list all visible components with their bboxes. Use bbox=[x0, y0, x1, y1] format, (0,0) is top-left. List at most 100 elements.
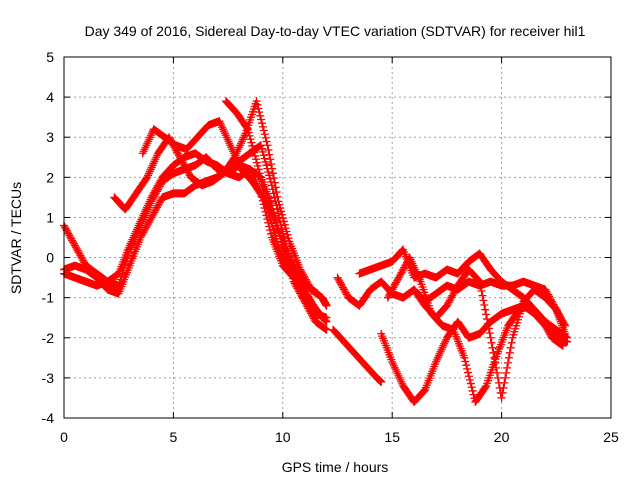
interp-point bbox=[266, 174, 275, 183]
interp-point bbox=[473, 275, 482, 284]
interp-point bbox=[441, 335, 450, 344]
series-track-6 bbox=[221, 97, 327, 322]
interp-point bbox=[268, 169, 277, 178]
interp-point bbox=[262, 201, 271, 210]
interp-point bbox=[127, 237, 136, 246]
interp-point bbox=[266, 155, 275, 164]
interp-point bbox=[466, 379, 475, 388]
interp-point bbox=[462, 361, 471, 370]
interp-point bbox=[260, 189, 269, 198]
interp-point bbox=[143, 201, 152, 210]
interp-point bbox=[506, 343, 515, 352]
interp-point bbox=[64, 229, 73, 238]
interp-point bbox=[386, 288, 395, 297]
interp-point bbox=[338, 283, 347, 292]
interp-point bbox=[230, 151, 239, 160]
interp-point bbox=[484, 324, 493, 333]
interp-point bbox=[76, 251, 85, 260]
interp-point bbox=[256, 111, 265, 120]
x-tick-label: 10 bbox=[275, 429, 291, 445]
interp-point bbox=[438, 343, 447, 352]
interp-point bbox=[419, 387, 428, 396]
interp-point bbox=[467, 383, 476, 392]
interp-point bbox=[480, 301, 489, 310]
interp-point bbox=[185, 169, 194, 178]
data-point bbox=[136, 233, 145, 242]
interp-point bbox=[558, 323, 567, 332]
interp-point bbox=[129, 233, 138, 242]
interp-point bbox=[544, 327, 553, 336]
interp-point bbox=[388, 285, 397, 294]
interp-point bbox=[223, 135, 232, 144]
interp-point bbox=[244, 128, 253, 137]
interp-point bbox=[248, 141, 257, 150]
data-point bbox=[263, 141, 272, 150]
interp-point bbox=[142, 141, 151, 150]
interp-point bbox=[278, 214, 287, 223]
interp-point bbox=[60, 223, 69, 232]
interp-point bbox=[282, 248, 291, 257]
interp-point bbox=[463, 364, 472, 373]
interp-point bbox=[262, 161, 271, 170]
interp-point bbox=[140, 226, 149, 235]
interp-point bbox=[145, 135, 154, 144]
interp-point bbox=[434, 351, 443, 360]
interp-point bbox=[263, 205, 272, 214]
interp-point bbox=[258, 122, 267, 131]
interp-point bbox=[389, 359, 398, 368]
interp-point bbox=[144, 137, 153, 146]
data-point bbox=[383, 293, 392, 302]
interp-point bbox=[245, 131, 254, 140]
interp-point bbox=[254, 104, 263, 113]
interp-point bbox=[237, 137, 246, 146]
interp-point bbox=[446, 295, 455, 304]
interp-point bbox=[144, 199, 153, 208]
interp-point bbox=[267, 159, 276, 168]
interp-point bbox=[385, 290, 394, 299]
interp-point bbox=[402, 260, 411, 269]
data-point bbox=[136, 217, 145, 226]
interp-point bbox=[270, 178, 279, 187]
interp-point bbox=[145, 216, 154, 225]
interp-point bbox=[148, 211, 157, 220]
interp-point bbox=[335, 276, 344, 285]
interp-point bbox=[152, 153, 161, 162]
interp-point bbox=[392, 276, 401, 285]
interp-point bbox=[409, 261, 418, 270]
interp-point bbox=[280, 220, 289, 229]
interp-point bbox=[321, 325, 330, 334]
interp-point bbox=[235, 161, 244, 170]
interp-point bbox=[554, 311, 563, 320]
interp-point bbox=[250, 148, 259, 157]
interp-point bbox=[278, 210, 287, 219]
interp-point bbox=[146, 133, 155, 142]
y-tick-label: 0 bbox=[46, 250, 54, 266]
interp-point bbox=[341, 288, 350, 297]
y-axis-label: SDTVAR / TECUs bbox=[8, 182, 24, 294]
y-tick-label: -1 bbox=[42, 290, 55, 306]
interp-point bbox=[397, 377, 406, 386]
interp-point bbox=[63, 228, 72, 237]
interp-point bbox=[141, 143, 150, 152]
interp-point bbox=[433, 353, 442, 362]
interp-point bbox=[502, 368, 511, 377]
interp-point bbox=[553, 309, 562, 318]
interp-point bbox=[183, 166, 192, 175]
interp-point bbox=[437, 345, 446, 354]
interp-point bbox=[71, 243, 80, 252]
interp-point bbox=[284, 234, 293, 243]
interp-point bbox=[235, 143, 244, 152]
interp-point bbox=[400, 263, 409, 272]
y-tick-label: -2 bbox=[42, 330, 55, 346]
interp-point bbox=[229, 149, 238, 158]
data-point bbox=[561, 329, 570, 338]
data-point bbox=[318, 313, 327, 322]
interp-point bbox=[504, 353, 513, 362]
interp-point bbox=[145, 197, 154, 206]
interp-point bbox=[444, 298, 453, 307]
interp-point bbox=[478, 291, 487, 300]
interp-point bbox=[556, 317, 565, 326]
interp-point bbox=[180, 161, 189, 170]
interp-point bbox=[286, 255, 295, 264]
